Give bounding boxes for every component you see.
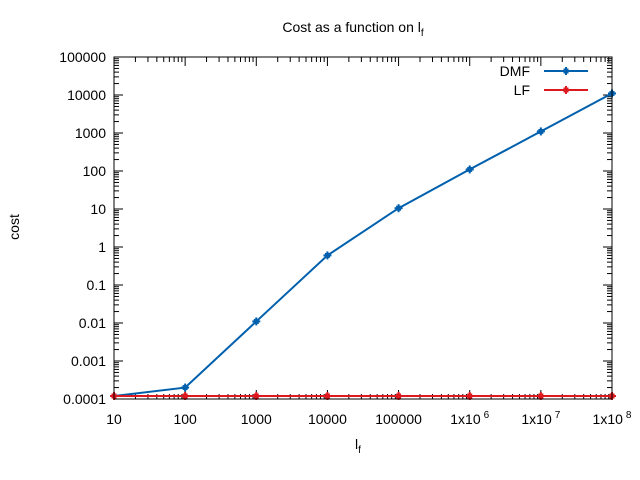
legend-label: DMF — [500, 63, 530, 79]
x-axis-label-subscript: f — [358, 445, 361, 456]
x-axis-label-text: l — [355, 436, 358, 452]
x-tick-label-exponent: 8 — [626, 410, 632, 421]
data-point — [396, 393, 402, 399]
data-point — [396, 205, 402, 211]
axis-ticks: 0.0001 0.001 0.01 0.1 1 10 100 1000 10000 100000 1… — [59, 49, 632, 427]
legend-marker — [563, 68, 569, 74]
legend-marker — [563, 87, 569, 93]
legend-label: LF — [514, 82, 530, 98]
data-point — [182, 385, 188, 391]
data-point — [467, 393, 473, 399]
data-point — [538, 128, 544, 134]
series-layer — [110, 89, 616, 400]
y-tick-label: 100000 — [59, 49, 106, 65]
plot-frame — [113, 56, 613, 400]
chart-title-subscript: f — [421, 28, 424, 39]
y-tick-label: 10 — [90, 201, 106, 217]
y-tick-label: 0.1 — [87, 277, 107, 293]
chart-title-text: Cost as a function on l — [282, 19, 421, 35]
x-tick-label: 10 — [106, 411, 122, 427]
data-point — [253, 318, 259, 324]
data-point — [538, 393, 544, 399]
chart-title: Cost as a function on lf — [282, 19, 424, 39]
x-tick-label-exponent: 7 — [555, 410, 561, 421]
x-tick-label: 100 — [173, 411, 197, 427]
x-tick-label: 10000 — [308, 411, 347, 427]
y-axis-label: cost — [6, 214, 22, 240]
y-tick-label: 1 — [98, 239, 106, 255]
x-tick-label: 1000 — [241, 411, 272, 427]
series-line-dmf — [113, 92, 613, 397]
data-point — [253, 393, 259, 399]
x-axis-label: lf — [355, 436, 361, 456]
data-point — [324, 393, 330, 399]
y-tick-label: 0.001 — [71, 353, 106, 369]
legend: DMF LF — [500, 63, 588, 98]
data-point — [182, 393, 188, 399]
x-tick-label: 100000 — [375, 411, 422, 427]
y-tick-label: 1000 — [75, 125, 106, 141]
y-tick-label: 0.01 — [79, 315, 106, 331]
data-point — [324, 252, 330, 258]
x-tick-label: 1x10 6 — [450, 410, 489, 427]
data-point — [467, 166, 473, 172]
x-tick-label: 1x10 7 — [521, 410, 560, 427]
y-tick-label: 10000 — [67, 87, 106, 103]
y-tick-label: 100 — [83, 163, 107, 179]
series-dmf — [110, 89, 616, 400]
x-tick-label-exponent: 6 — [484, 410, 490, 421]
y-tick-label: 0.0001 — [63, 391, 106, 407]
x-tick-label: 1x10 8 — [593, 410, 632, 427]
